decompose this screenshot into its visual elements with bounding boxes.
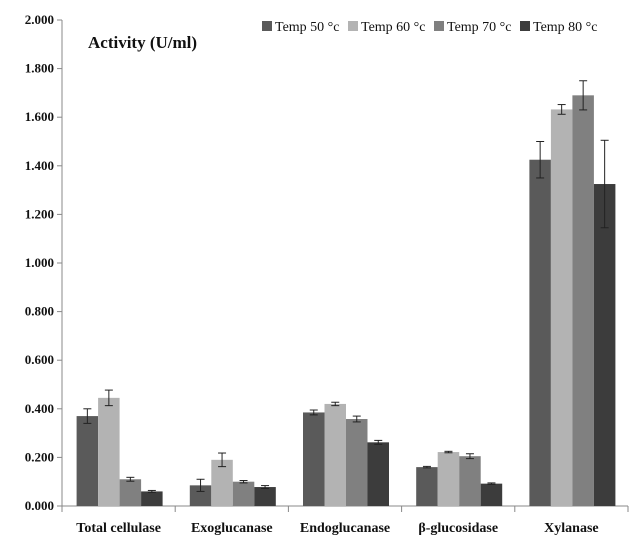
bar: [303, 412, 325, 506]
bar: [76, 416, 99, 506]
legend-label: Temp 60 °c: [361, 20, 426, 35]
bar: [119, 479, 142, 506]
legend-swatch: [348, 21, 358, 31]
legend-label: Temp 70 °c: [447, 20, 512, 35]
y-tick-label: 2.000: [25, 12, 54, 27]
bar: [346, 419, 368, 506]
bar: [550, 109, 573, 506]
legend-swatch: [262, 21, 272, 31]
category-label: Exoglucanase: [191, 521, 273, 536]
bar: [141, 491, 163, 506]
bar: [529, 159, 551, 506]
bar: [324, 403, 346, 506]
legend-swatch: [520, 21, 530, 31]
category-label: β-glucosidase: [418, 521, 498, 536]
y-tick-label: 1.200: [25, 206, 54, 221]
bar: [459, 456, 481, 506]
legend-label: Temp 80 °c: [533, 20, 598, 35]
bars: [76, 95, 616, 506]
bar: [437, 452, 460, 506]
category-label: Endoglucanase: [300, 521, 390, 536]
x-axis: Total cellulase Exoglucanase Endoglucanase…: [61, 505, 629, 536]
y-tick-label: 0.000: [25, 498, 54, 513]
bar: [593, 184, 616, 506]
legend-label: Temp 50 °c: [275, 20, 340, 35]
bar: [211, 459, 233, 506]
y-tick-label: 1.400: [25, 158, 54, 173]
bar: [480, 483, 503, 506]
category-label: Xylanase: [544, 521, 598, 536]
bar: [572, 95, 594, 506]
y-tick-label: 1.600: [25, 109, 54, 124]
y-tick-label: 1.000: [25, 255, 54, 270]
y-axis: 0.000 0.200 0.400 0.600 0.800 1.000 1.200 1.400…: [25, 12, 63, 513]
bar: [367, 442, 389, 506]
bar: [232, 481, 255, 506]
y-tick-label: 0.400: [25, 401, 54, 416]
chart-annotation: Activity (U/ml): [88, 33, 197, 52]
y-tick-label: 0.800: [25, 304, 54, 319]
legend: Temp 50 °c Temp 60 °c Temp 70 °c Temp 80 °c: [262, 20, 598, 35]
bar: [254, 487, 276, 506]
y-tick-label: 0.200: [25, 449, 54, 464]
bar: [416, 467, 438, 506]
error-bars: [83, 80, 609, 493]
bar: [98, 397, 120, 506]
bar: [189, 485, 212, 506]
category-label: Total cellulase: [76, 521, 161, 536]
y-tick-label: 0.600: [25, 352, 54, 367]
legend-swatch: [434, 21, 444, 31]
y-tick-label: 1.800: [25, 61, 54, 76]
